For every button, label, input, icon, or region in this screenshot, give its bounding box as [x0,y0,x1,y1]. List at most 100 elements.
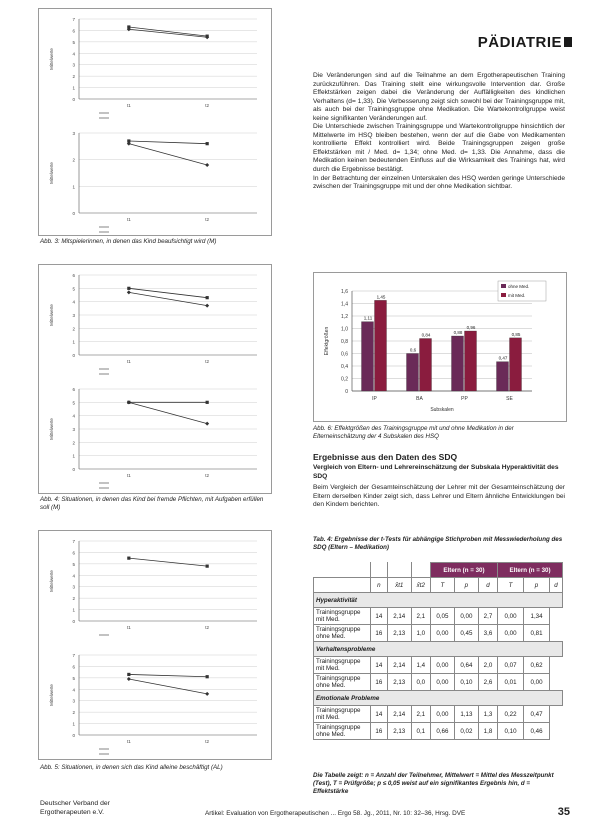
table-row: Trainingsgruppe ohne Med. 16 2,13 0,1 0,66 0,… [313,722,563,740]
legend-swatch [501,284,506,288]
figure-3-caption: Abb. 3: Mitspielerinnen, in denen das Ki… [40,238,217,245]
table-col-header: T [497,577,525,593]
table-cell: 14 [370,656,388,674]
table-col-header: x̄t2 [410,577,431,593]
sdq-results-table: Eltern (n = 30) Eltern (n = 30) n x̄t1 x̄t… [313,562,563,740]
data-point [127,556,131,560]
x-tick-label: t1 [127,739,131,744]
paragraph-4: Beim Vergleich der Gesamteinschätzung de… [313,484,565,509]
table-col-header: d [477,577,499,593]
x-tick-label: t1 [127,473,131,478]
data-point [205,421,210,426]
table-cell: 0,00 [523,673,551,691]
data-label: 0,84 [422,333,431,338]
table-cell: 16 [370,673,388,691]
series-line [128,28,208,38]
y-tick-label: 3 [72,427,75,432]
y-tick-label: 6 [72,28,75,33]
series-line [128,291,208,307]
table-row: Trainingsgruppe mit Med. 14 2,14 1,4 0,00 0,6… [313,656,563,674]
table-cell: 0,62 [523,656,551,674]
x-tick-label: t2 [205,103,209,108]
y-axis-label: Mittelwerte [49,570,54,592]
figure-5-caption: Abb. 5: Situationen, in denen sich das K… [40,764,223,771]
x-tick-label: t2 [205,217,209,222]
y-tick-label: 4 [72,687,75,692]
x-tick-label: t1 [127,103,131,108]
table-section-title: Verhaltensprobleme [313,641,563,657]
x-tick-label: t2 [205,473,209,478]
table-cell: 16 [370,722,388,740]
data-label: 1,45 [377,294,386,299]
data-point [126,677,131,681]
y-axis-label: Mittelwerte [49,304,54,326]
figure-3-box: 0 1 2 3 4 5 6 7 Mittelwerte t1 t2 0 1 2 3 Mittelwerte t… [38,8,272,236]
series-line [128,143,208,166]
table-row-label: Trainingsgruppe ohne Med. [313,673,371,691]
x-tick-label: t2 [205,625,209,630]
paragraph-3: In der Betrachtung der einzelnen Untersk… [313,174,565,191]
data-point [205,564,209,568]
figure-3-chart-a: 0 1 2 3 4 5 6 7 Mittelwerte t1 t2 [49,17,257,119]
y-tick-label: 2 [72,74,75,79]
y-tick-label: 1,0 [341,327,348,333]
table-row-label: Trainingsgruppe ohne Med. [313,624,371,642]
y-axis-label: Mittelwerte [49,162,54,184]
series-line [128,287,208,299]
y-tick-label: 5 [72,40,75,45]
table-cell: 2,1 [410,705,431,723]
table-col-header: T [429,577,455,593]
y-tick-label: 2 [72,710,75,715]
y-tick-label: 1,6 [341,289,348,295]
y-tick-label: 3 [72,585,75,590]
table-cell: 1,34 [523,607,551,625]
y-tick-label: 0 [72,733,75,738]
table-cell: 2,0 [477,656,499,674]
table-section-title: Hyperaktivität [313,592,563,608]
data-point [127,672,131,677]
table-4-note: Die Tabelle zeigt: n = Anzahl der Teilne… [313,772,554,795]
table-col-header: n [370,577,388,593]
table-cell: 2,14 [386,705,412,723]
y-tick-label: 1,2 [341,314,348,320]
table-cell: 0,47 [523,705,551,723]
y-tick-label: 1 [72,340,75,345]
data-point [205,296,209,300]
y-tick-label: 0 [72,467,75,472]
data-point [205,163,210,167]
paragraph-2: Die Unterschiede zwischen Trainingsgrupp… [313,123,565,174]
table-cell: 0,02 [453,722,479,740]
y-tick-label: 6 [72,550,75,555]
table-cell: 0,64 [453,656,479,674]
y-tick-label: 0,6 [341,352,348,358]
y-tick-label: 2 [72,158,75,163]
figure-6-box: 0 0,2 0,4 0,6 0,8 1,0 1,2 1,4 1,6 Effektgrößen Sub… [313,272,567,422]
x-axis-label: Subskalen [430,407,454,413]
table-cell: 1,13 [453,705,479,723]
y-tick-label: 4 [72,414,75,419]
table-cell: 0,46 [523,722,551,740]
y-tick-label: 3 [72,313,75,318]
y-tick-label: 1,4 [341,302,348,308]
data-label: 1,11 [364,316,373,321]
figure-6-caption: Abb. 6: Effektgrößen des Trainingsgruppe… [313,425,514,440]
y-tick-label: 0 [72,353,75,358]
figure-4-chart-b: 0 1 2 3 4 5 6 Mittelwerte t1 t2 [49,387,257,489]
figure-4-caption: Abb. 4: Situationen, in denen das Kind b… [40,496,264,511]
paragraph-1: Die Veränderungen sind auf die Teilnahme… [313,72,565,122]
y-tick-label: 0 [72,97,75,102]
table-row: Trainingsgruppe ohne Med. 16 2,13 1,0 0,00 0,… [313,624,563,642]
table-cell: 0,05 [429,607,455,625]
data-label: 0,85 [512,332,521,337]
figure-5-chart-a: 0 1 2 3 4 5 6 7 Mittelwerte t1 t2 [49,539,257,636]
bar [374,300,387,392]
y-axis-label: Mittelwerte [49,418,54,440]
bar [509,337,522,392]
series-line [128,557,208,567]
y-tick-label: 0,8 [341,339,348,345]
footer-org-line-1: Deutscher Verband der [40,800,110,807]
y-tick-label: 2 [72,326,75,331]
table-cell: 1,4 [410,656,431,674]
figure-3-chart-b: 0 1 2 3 Mittelwerte t1 t2 [49,131,257,233]
data-point [126,400,131,405]
